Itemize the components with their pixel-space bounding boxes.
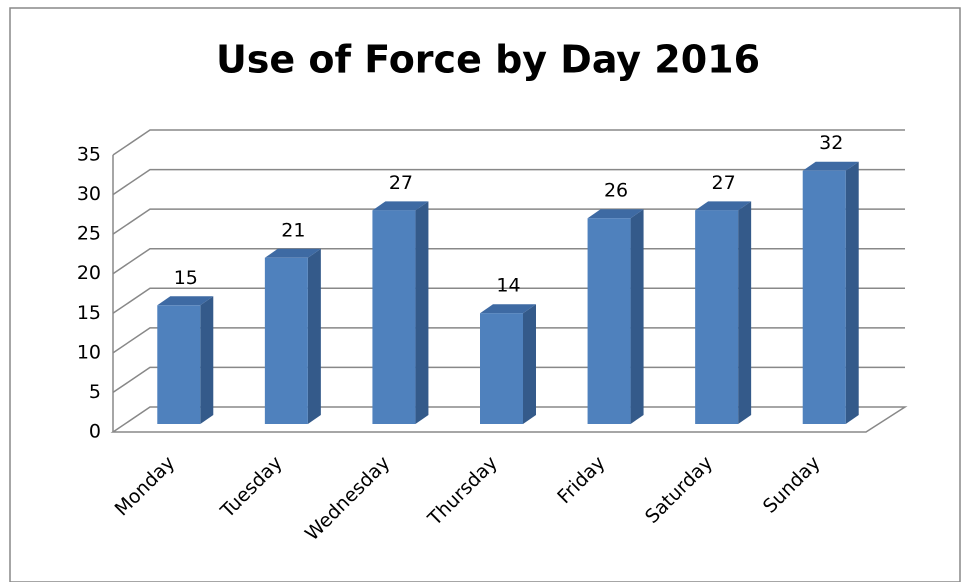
bar-top — [695, 201, 752, 211]
bar-top — [372, 201, 429, 211]
value-label: 27 — [712, 172, 736, 194]
bar-top — [480, 304, 536, 314]
y-tick-label: 30 — [77, 183, 101, 205]
bar — [372, 210, 416, 424]
bar-side — [415, 201, 429, 424]
bar — [802, 170, 846, 424]
value-label: 14 — [496, 275, 520, 297]
bar-top — [264, 248, 321, 258]
value-label: 32 — [819, 132, 843, 154]
grid-line — [112, 129, 905, 156]
y-tick-label: 20 — [77, 262, 101, 284]
bar — [695, 210, 739, 424]
bar-top — [802, 161, 859, 171]
chart-border — [9, 7, 961, 582]
value-label: 26 — [604, 180, 628, 202]
bar — [480, 313, 523, 424]
chart-title: Use of Force by Day 2016 — [216, 38, 760, 82]
value-label: 15 — [174, 267, 198, 289]
value-label: 21 — [281, 219, 305, 241]
bar — [587, 218, 631, 424]
grid-line — [112, 247, 905, 275]
y-tick-label: 15 — [77, 302, 101, 324]
grid-line — [112, 327, 905, 354]
bar — [264, 257, 308, 424]
bar-top — [157, 296, 214, 306]
bar-top — [587, 209, 644, 219]
bar-side — [307, 248, 321, 424]
floor — [110, 406, 908, 433]
y-tick-label: 5 — [89, 381, 101, 403]
value-label: 27 — [389, 172, 413, 194]
bar-side — [630, 209, 644, 424]
bar-side — [738, 201, 752, 424]
grid-line — [112, 287, 905, 314]
y-tick-label: 25 — [77, 223, 101, 245]
y-tick-label: 35 — [77, 144, 101, 166]
bar-side — [523, 304, 536, 424]
y-tick-label: 0 — [89, 421, 101, 443]
grid-line — [112, 366, 905, 394]
bar — [157, 305, 201, 424]
bar-side — [200, 296, 214, 424]
bar-side — [845, 161, 859, 424]
grid-line — [112, 168, 905, 196]
y-tick-label: 10 — [77, 341, 101, 363]
grid-line — [112, 208, 905, 235]
